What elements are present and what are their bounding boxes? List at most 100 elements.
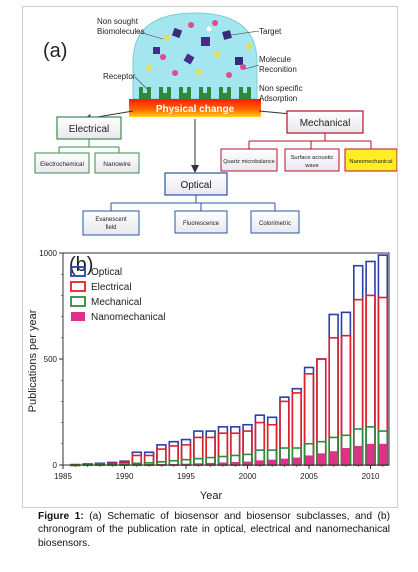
bar-nanomechanical [231,462,240,465]
electrical-label: Electrical [69,124,110,135]
mechanical-label: Mechanical [300,118,351,129]
bar-optical [180,438,192,466]
legend-label-electrical: Electrical [91,282,132,293]
bar-nanomechanical [218,462,227,465]
y-axis-title: Publications per year [27,309,39,412]
x-tick-label: 1990 [116,472,134,481]
quartz-box [220,148,278,172]
physical-change-label: Physical change [156,104,235,115]
bar-electrical [180,444,192,466]
label-non-specific-2: Adsorption [259,94,297,103]
bar-optical [377,254,389,466]
legend-label-optical: Optical [91,267,122,278]
bar-electrical [340,334,352,466]
bar-electrical [353,298,364,466]
bar-electrical [377,296,389,466]
label-molecule-2: Reconition [259,65,297,74]
evanescent-label-2: field [105,225,116,231]
bar-nanomechanical [342,448,350,465]
bar-electrical [193,436,204,466]
quartz-label: Quartz microbalance [223,159,275,165]
bar-nanomechanical [280,458,289,465]
bar-nanomechanical [255,460,264,465]
caption-text: (a) Schematic of biosensor and biosensor… [38,511,390,549]
evanescent-box [82,210,140,236]
figure-caption: Figure 1: (a) Schematic of biosensor and… [38,510,390,550]
x-axis-title: Year [200,490,223,502]
sensor-dome [132,12,258,100]
legend-label-mechanical: Mechanical [91,297,142,308]
label-receptor: Receptor [103,72,136,81]
legend-swatch-mechanical [70,296,86,307]
legend-swatch-electrical [70,281,86,292]
bar-nanomechanical [305,455,313,465]
bar-optical [316,358,327,466]
bar-nanomechanical [292,457,301,465]
y-tick-label: 0 [53,461,58,470]
bar-electrical [291,392,302,466]
x-tick-label: 2010 [362,472,380,481]
bar-electrical [217,432,229,466]
fluorescence-box [174,210,228,234]
bar-nanomechanical [194,463,203,465]
panel-a-label: (a) [43,40,67,62]
bar-optical [353,264,364,466]
y-tick-label: 1000 [39,249,57,258]
bar-nanomechanical [317,453,326,465]
label-target: Target [259,27,282,36]
colorimetric-label: Colorimetric [259,221,291,227]
optical-label: Optical [180,180,211,191]
bar-nanomechanical [268,459,277,465]
evanescent-label-1: Evanescent [95,217,127,223]
x-tick-label: 2000 [239,472,257,481]
fluorescence-label: Fluorescence [183,221,220,227]
label-non-sought-1: Non sought [97,17,139,26]
bar-nanomechanical [366,443,375,465]
label-non-specific-1: Non specific [259,84,303,93]
electrochemical-label: Electrochemical [40,161,84,168]
bar-electrical [365,294,376,466]
bar-optical [291,387,302,466]
bar-electrical [254,421,266,466]
bar-electrical [328,337,339,466]
bar-nanomechanical [243,461,252,465]
bar-nanomechanical [378,443,387,465]
bar-electrical [303,373,315,466]
molecules [145,20,253,78]
y-tick-label: 500 [44,355,58,364]
bar-nanomechanical [354,445,363,465]
x-tick-label: 2005 [300,472,318,481]
nanomechanical-box [344,148,397,172]
bar-electrical [168,445,179,466]
bar-optical [303,366,315,466]
bar-electrical [229,432,241,466]
bar-electrical [205,436,216,466]
panel-b-label: (b) [69,254,93,276]
legend-swatch-nanomechanical [71,312,85,321]
bar-nanomechanical [182,463,190,465]
bar-electrical [279,400,290,466]
publications-chart: 1985 1990 1995 2000 2005 2010 0 500 1000 (b) Opt… [27,249,390,502]
saw-label-1: Surface acoustic [291,155,334,161]
bar-nanomechanical [329,451,338,465]
bar-optical [365,260,376,466]
caption-label: Figure 1: [38,511,84,522]
bar-nanomechanical [206,462,215,465]
x-tick-label: 1985 [54,472,72,481]
bar-electrical [266,423,278,466]
colorimetric-box [250,210,300,234]
label-molecule-1: Molecule [259,55,292,64]
bar-optical [193,430,204,466]
saw-label-2: wave [304,163,319,169]
bar-electrical [242,430,253,466]
bar-optical [279,396,290,466]
label-non-sought-2: Biomolecules [97,27,145,36]
bar-nanomechanical [169,463,178,465]
biosensor-schematic: (a) [34,12,397,236]
receptors [139,87,251,99]
legend-label-nanomechanical: Nanomechanical [91,312,166,323]
nanowire-label: Nanowire [103,161,131,168]
bar-optical [205,430,216,466]
nanowire-box [94,152,140,174]
figure-panel: (a) [22,6,398,508]
